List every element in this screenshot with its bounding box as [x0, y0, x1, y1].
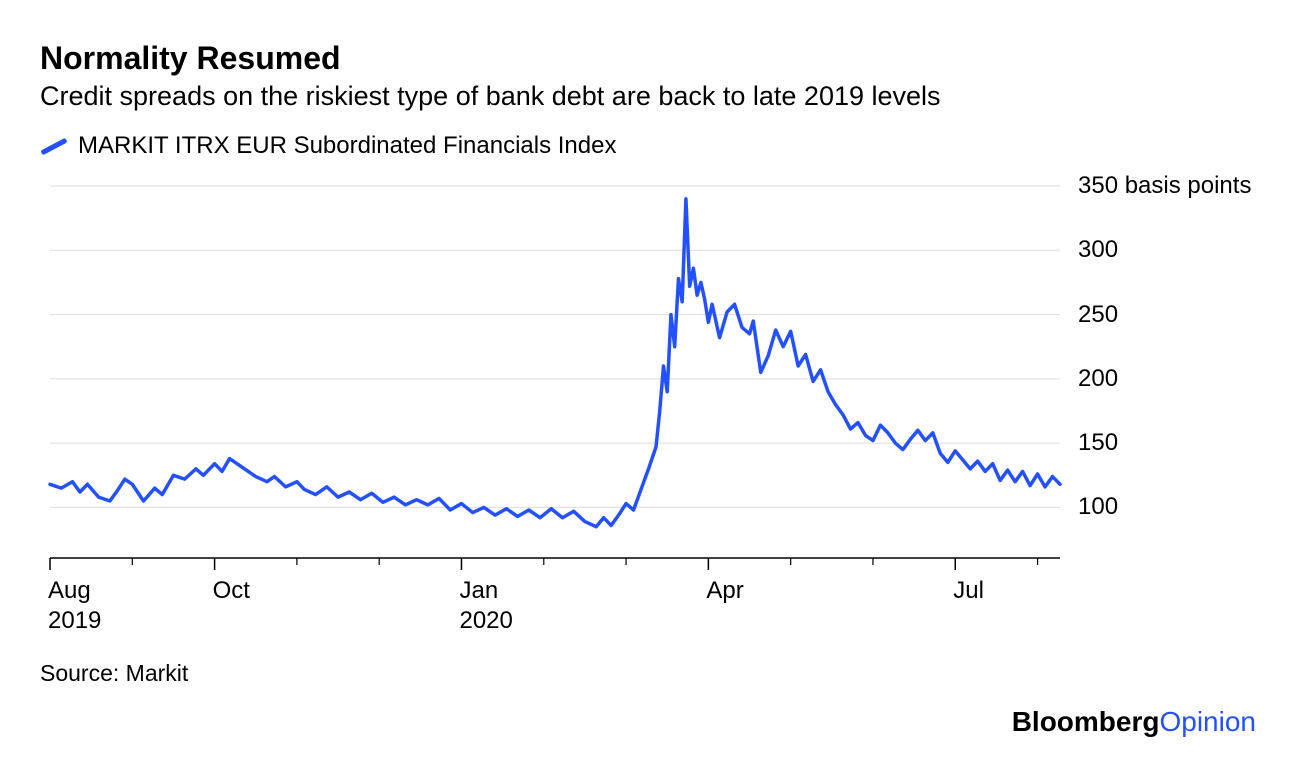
- y-axis-label: 200: [1078, 365, 1118, 393]
- chart-subtitle: Credit spreads on the riskiest type of b…: [40, 81, 1256, 112]
- y-axis-label: 100: [1078, 493, 1118, 521]
- y-axis-label: 350 basis points: [1078, 172, 1251, 200]
- y-axis-label: 300: [1078, 236, 1118, 264]
- legend-swatch: [40, 137, 67, 155]
- x-axis-label: Oct: [213, 576, 250, 606]
- x-axis-label: Apr: [706, 576, 743, 606]
- y-axis-label: 250: [1078, 301, 1118, 329]
- source-text: Source: Markit: [40, 660, 1256, 687]
- x-axis-label: Jan2020: [459, 576, 512, 636]
- line-chart: [40, 176, 1260, 616]
- chart-title: Normality Resumed: [40, 40, 1256, 77]
- legend-label: MARKIT ITRX EUR Subordinated Financials …: [78, 132, 616, 160]
- brand-bold: Bloomberg: [1012, 706, 1160, 737]
- brand-logo: BloombergOpinion: [1012, 706, 1256, 738]
- y-axis-label: 150: [1078, 429, 1118, 457]
- x-axis-label: Jul: [953, 576, 984, 606]
- x-axis-label: Aug2019: [48, 576, 101, 636]
- chart-area: 100150200250300350 basis pointsAug2019Oc…: [40, 176, 1256, 596]
- brand-light: Opinion: [1159, 706, 1256, 737]
- legend: MARKIT ITRX EUR Subordinated Financials …: [40, 132, 1256, 160]
